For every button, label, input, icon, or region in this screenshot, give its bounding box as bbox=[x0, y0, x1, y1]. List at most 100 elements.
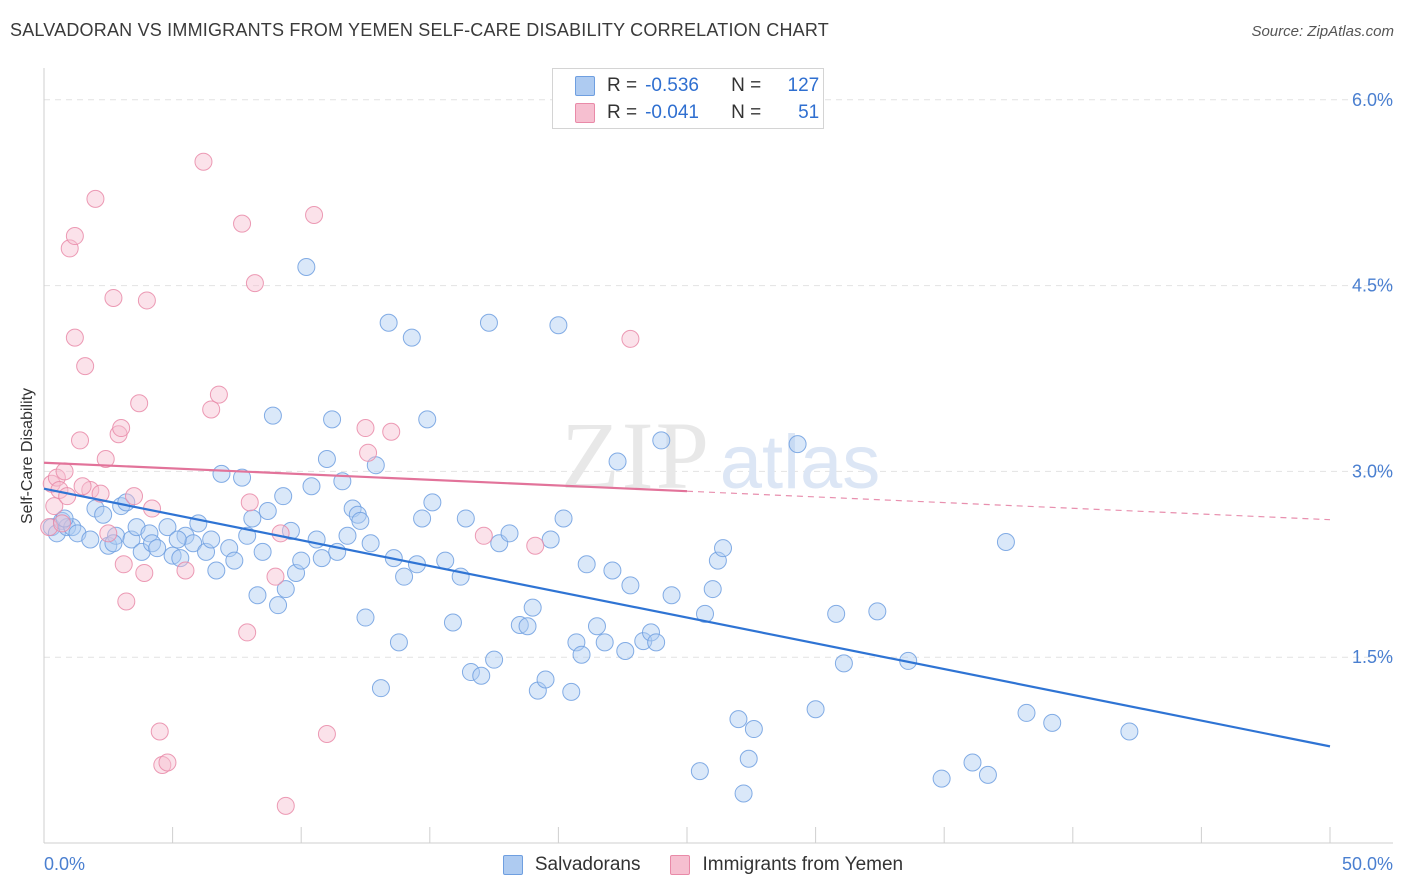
salvadoran-point bbox=[652, 431, 671, 450]
yemen-point bbox=[359, 443, 378, 462]
salvadoran-point bbox=[202, 530, 221, 549]
salvadoran-point bbox=[248, 586, 267, 605]
yemen-point bbox=[209, 385, 228, 404]
salvadoran-point bbox=[510, 615, 529, 634]
legend-label-salvadorans: Salvadorans bbox=[534, 854, 641, 875]
salvadoran-point bbox=[616, 642, 635, 660]
yemen-point bbox=[45, 497, 64, 516]
salvadoran-point bbox=[184, 534, 203, 553]
yemen-point bbox=[176, 561, 195, 580]
yemen-point bbox=[150, 722, 169, 741]
salvadoran-point bbox=[500, 524, 519, 543]
salvadoran-point bbox=[55, 509, 74, 528]
yemen-point bbox=[137, 291, 156, 310]
salvadoran-point bbox=[233, 468, 252, 487]
salvadoran-point bbox=[963, 753, 982, 772]
salvadoran-point bbox=[436, 551, 455, 570]
salvadoran-point bbox=[158, 518, 177, 537]
yemen-trend-line bbox=[43, 461, 688, 493]
salvadoran-point bbox=[338, 526, 357, 545]
salvadoran-point bbox=[1043, 713, 1062, 732]
yemen-point bbox=[91, 484, 110, 503]
salvadoran-point bbox=[276, 580, 295, 599]
yemen-point bbox=[58, 487, 77, 506]
yemen-point bbox=[158, 753, 177, 772]
legend-n-label: N = bbox=[731, 75, 762, 96]
yemen-point bbox=[245, 274, 264, 293]
salvadoran-point bbox=[81, 530, 100, 549]
salvadoran-point bbox=[423, 493, 442, 512]
yemen-point bbox=[96, 450, 115, 468]
salvadoran-point bbox=[418, 410, 437, 429]
salvadoran-point bbox=[827, 604, 846, 623]
yemen-point bbox=[194, 152, 213, 171]
salvadoran-point bbox=[168, 530, 187, 549]
salvadoran-point bbox=[562, 682, 581, 701]
yemen-point bbox=[271, 524, 290, 543]
watermark-atlas: atlas bbox=[720, 420, 881, 505]
yemen-point bbox=[317, 724, 336, 743]
salvadoran-point bbox=[274, 487, 293, 506]
salvadoran-point bbox=[312, 549, 331, 568]
salvadoran-point bbox=[389, 633, 408, 652]
legend-n-value: 127 bbox=[787, 75, 820, 96]
chart-title: SALVADORAN VS IMMIGRANTS FROM YEMEN SELF… bbox=[10, 20, 829, 40]
salvadoran-point bbox=[608, 452, 627, 471]
salvadoran-point bbox=[479, 313, 498, 332]
salvadoran-point bbox=[572, 645, 591, 664]
yemen-point bbox=[99, 524, 118, 543]
salvadoran-point bbox=[714, 539, 733, 558]
yemen-point bbox=[55, 462, 74, 481]
yemen-point bbox=[104, 288, 123, 307]
salvadoran-point bbox=[317, 450, 336, 468]
salvadoran-point bbox=[472, 666, 491, 685]
yemen-point bbox=[153, 755, 172, 774]
legend-r-value: -0.536 bbox=[645, 75, 699, 96]
salvadoran-point bbox=[554, 509, 573, 528]
salvadoran-point bbox=[577, 555, 596, 574]
y-tick-label: 4.5% bbox=[1352, 276, 1393, 296]
legend-r-value: -0.041 bbox=[645, 102, 699, 123]
legend-n-label: N = bbox=[731, 102, 762, 123]
yemen-point bbox=[276, 796, 295, 815]
salvadoran-point bbox=[292, 551, 311, 570]
series-legend: Salvadorans Immigrants from Yemen bbox=[0, 852, 1406, 878]
legend-r-label: R = bbox=[607, 102, 638, 123]
yemen-point bbox=[621, 329, 640, 348]
salvadoran-point bbox=[549, 316, 568, 335]
salvadoran-point bbox=[297, 258, 316, 276]
salvadoran-point bbox=[269, 596, 288, 615]
salvadoran-point bbox=[662, 586, 681, 605]
yemen-point bbox=[266, 567, 285, 586]
yemen-point bbox=[382, 422, 401, 441]
yemen-point bbox=[526, 536, 545, 555]
salvadoran-point bbox=[148, 539, 167, 558]
salvadoran-point bbox=[621, 576, 640, 595]
salvadoran-point bbox=[932, 769, 951, 788]
salvadoran-point bbox=[258, 502, 277, 521]
legend-item-salvadorans: Salvadorans bbox=[502, 854, 641, 876]
salvadoran-point bbox=[703, 580, 722, 599]
yemen-point bbox=[135, 563, 154, 582]
watermark-zip: ZIP bbox=[561, 402, 711, 509]
yemen-point bbox=[125, 487, 144, 506]
salvadoran-point bbox=[996, 532, 1015, 551]
yemen-point bbox=[65, 328, 84, 347]
salvadoran-point bbox=[212, 464, 231, 483]
x-tick-label: 50.0% bbox=[1342, 854, 1393, 874]
legend-swatch-yemen bbox=[575, 103, 595, 123]
salvadoran-point bbox=[443, 613, 462, 632]
salvadoran-point bbox=[536, 670, 555, 689]
yemen-point bbox=[53, 514, 72, 533]
salvadoran-point bbox=[395, 567, 414, 586]
salvadoran-point bbox=[413, 509, 432, 528]
axes bbox=[43, 68, 1393, 844]
y-tick-label: 3.0% bbox=[1352, 461, 1393, 481]
salvadoran-point bbox=[361, 534, 380, 553]
salvadoran-point bbox=[744, 720, 763, 739]
yemen-point bbox=[76, 357, 95, 376]
legend-item-yemen: Immigrants from Yemen bbox=[670, 854, 903, 876]
x-tick-label: 0.0% bbox=[44, 854, 85, 874]
yemen-point bbox=[86, 189, 105, 208]
